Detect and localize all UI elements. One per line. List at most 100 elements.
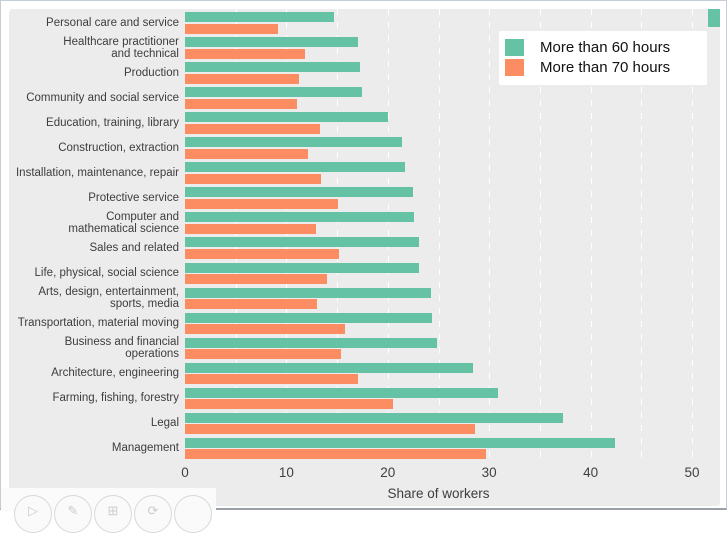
- category-label-line: Healthcare practitioner: [63, 35, 179, 48]
- chart-panel: Personal care and service Healthcare prac…: [9, 9, 720, 506]
- category-label: Transportation, material moving: [9, 311, 179, 335]
- bar-more-than-60-hours: [185, 287, 432, 298]
- bar-more-than-60-hours: [185, 312, 433, 323]
- bar-more-than-60-hours: [185, 387, 499, 398]
- category-label: Management: [9, 436, 179, 460]
- bar-more-than-70-hours: [185, 349, 342, 360]
- bar-more-than-60-hours: [185, 37, 359, 48]
- category-label: Business and financial operations: [9, 336, 179, 360]
- bar-more-than-60-hours: [185, 62, 361, 73]
- category-label: Arts, design, entertainment, sports, medi…: [9, 286, 179, 310]
- category-label: Healthcare practitioner and technical: [9, 36, 179, 60]
- bar-more-than-70-hours: [185, 248, 340, 259]
- legend-swatch-70h-icon: [505, 59, 524, 76]
- category-label-line: Farming, fishing, forestry: [52, 392, 179, 405]
- category-label: Construction, extraction: [9, 136, 179, 160]
- category-label-line: Computer and: [106, 210, 179, 223]
- bar-more-than-70-hours: [185, 449, 487, 460]
- category-label-line: Sales and related: [89, 241, 179, 254]
- category-label-line: Installation, maintenance, repair: [15, 166, 179, 179]
- bar-more-than-70-hours: [185, 223, 316, 234]
- category-label-line: Protective service: [88, 191, 179, 204]
- bar-more-than-60-hours: [185, 337, 438, 348]
- bar-more-than-70-hours: [185, 73, 299, 84]
- bar-more-than-70-hours: [185, 48, 305, 59]
- legend-swatch-60h-icon: [505, 39, 524, 56]
- bar-more-than-70-hours: [185, 23, 279, 34]
- category-label: Installation, maintenance, repair: [9, 161, 179, 185]
- bar-more-than-60-hours: [185, 412, 564, 423]
- bar-more-than-60-hours: [185, 362, 473, 373]
- category-label-line: Architecture, engineering: [51, 367, 179, 380]
- x-axis-tick-label: 40: [583, 465, 599, 480]
- gridline: [692, 9, 693, 461]
- category-label: Farming, fishing, forestry: [9, 386, 179, 410]
- bar-more-than-60-hours: [185, 237, 420, 248]
- category-label-line: sports, media: [109, 298, 179, 311]
- category-label: Community and social service: [9, 86, 179, 110]
- gridline: [337, 9, 339, 461]
- x-axis-title: Share of workers: [387, 486, 490, 501]
- bar-more-than-60-hours: [185, 187, 414, 198]
- bar-more-than-70-hours: [185, 299, 317, 310]
- legend-label-70h: More than 70 hours: [540, 59, 671, 76]
- x-axis-tick-label: 30: [481, 465, 497, 480]
- category-label-line: Transportation, material moving: [17, 317, 179, 330]
- x-axis-tick-label: 10: [278, 465, 294, 480]
- bar-more-than-70-hours: [185, 98, 297, 109]
- gridline: [590, 9, 592, 461]
- category-label-line: Education, training, library: [46, 116, 179, 129]
- gridline: [235, 9, 237, 461]
- bar-more-than-70-hours: [185, 148, 308, 159]
- chart-legend: More than 60 hours More than 70 hours: [499, 31, 707, 85]
- category-label: Education, training, library: [9, 111, 179, 135]
- gridline: [539, 9, 541, 461]
- toolbar-pencil-icon[interactable]: ✎: [54, 495, 92, 533]
- bar-more-than-70-hours: [185, 274, 327, 284]
- category-label-line: Business and financial operations: [64, 336, 179, 361]
- gridline: [489, 9, 491, 461]
- bar-more-than-60-hours: [185, 262, 420, 273]
- category-label: Life, physical, social science: [9, 261, 179, 285]
- bar-more-than-70-hours: [185, 324, 346, 335]
- legend-item-70h: More than 70 hours: [505, 58, 699, 77]
- bar-more-than-60-hours: [185, 137, 402, 148]
- category-label-line: Production: [124, 66, 179, 79]
- plot-area: Personal care and service Healthcare prac…: [9, 9, 720, 506]
- category-label: Architecture, engineering: [9, 361, 179, 385]
- toolbar-refresh-icon[interactable]: ⟳: [134, 495, 172, 533]
- category-label-line: Construction, extraction: [58, 141, 179, 154]
- category-label-line: Management: [111, 442, 179, 455]
- category-label-line: Arts, design, entertainment,: [38, 286, 179, 299]
- category-label: Computer and mathematical science: [9, 211, 179, 235]
- bar-more-than-70-hours: [185, 424, 475, 435]
- legend-label-60h: More than 60 hours: [540, 39, 671, 56]
- category-label-line: Personal care and service: [46, 16, 179, 29]
- corner-accent: [708, 9, 720, 27]
- category-label: Personal care and service: [9, 11, 179, 35]
- bar-more-than-70-hours: [185, 123, 320, 134]
- bar-more-than-60-hours: [185, 162, 406, 173]
- category-label: Legal: [9, 411, 179, 435]
- category-label-line: and technical: [111, 47, 179, 60]
- category-label-line: Community and social service: [26, 91, 179, 104]
- bar-more-than-60-hours: [185, 87, 363, 98]
- bar-more-than-70-hours: [185, 198, 339, 209]
- category-label: Sales and related: [9, 236, 179, 260]
- x-axis-tick-label: 20: [380, 465, 396, 480]
- legend-item-60h: More than 60 hours: [505, 38, 699, 57]
- gridline: [641, 9, 643, 461]
- bar-more-than-60-hours: [185, 112, 388, 123]
- bar-more-than-70-hours: [185, 173, 321, 184]
- gridline: [286, 9, 288, 461]
- gridline: [387, 9, 389, 461]
- toolbar-play-icon[interactable]: ▷: [14, 495, 52, 533]
- toolbar-image-icon[interactable]: ⊞: [94, 495, 132, 533]
- toolbar-blank-icon[interactable]: [174, 495, 212, 533]
- bar-more-than-60-hours: [185, 437, 615, 448]
- bar-more-than-60-hours: [185, 212, 415, 223]
- gridline: [438, 9, 440, 461]
- bar-more-than-70-hours: [185, 374, 359, 385]
- category-label: Protective service: [9, 186, 179, 210]
